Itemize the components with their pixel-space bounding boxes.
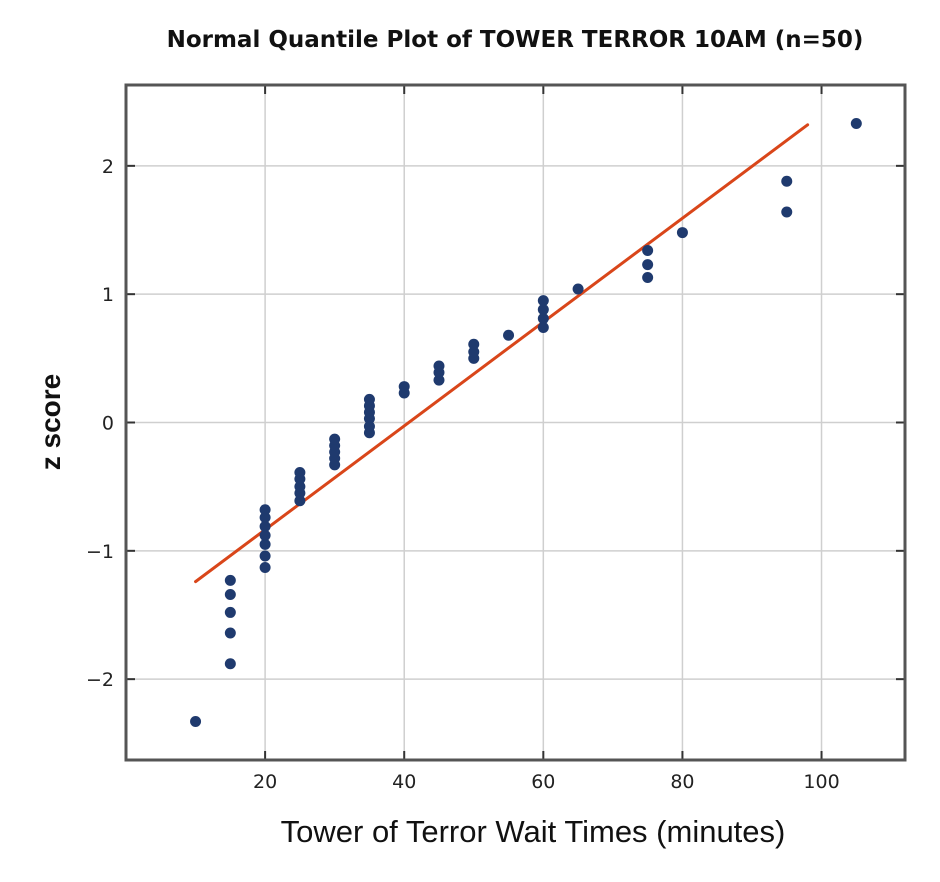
chart-title: Normal Quantile Plot of TOWER TERROR 10A… (167, 27, 864, 53)
data-point (503, 329, 515, 341)
x-tick-label: 100 (803, 771, 839, 793)
data-point (259, 529, 271, 541)
data-point (398, 381, 410, 393)
data-point (850, 117, 862, 129)
data-point (676, 227, 688, 239)
data-point (781, 175, 793, 187)
data-point (294, 495, 306, 507)
plot-frame (124, 83, 907, 762)
y-tick-label: −2 (86, 669, 114, 691)
data-point (259, 562, 271, 574)
x-tick-label: 80 (670, 771, 694, 793)
data-point (363, 420, 375, 432)
data-point (468, 338, 480, 350)
data-point (537, 304, 549, 316)
data-point (224, 588, 236, 600)
data-point (642, 259, 654, 271)
data-point (224, 627, 236, 639)
data-point (190, 716, 202, 728)
data-point (433, 374, 445, 386)
data-point (259, 511, 271, 523)
data-point (642, 271, 654, 283)
data-point (259, 550, 271, 562)
fit-line-group (194, 123, 810, 584)
data-point (259, 520, 271, 532)
data-point (468, 346, 480, 358)
data-point (537, 295, 549, 307)
grid (126, 85, 905, 760)
y-axis-label: z score (35, 374, 66, 471)
data-point (537, 322, 549, 334)
data-point (259, 538, 271, 550)
data-point (294, 481, 306, 493)
y-tick-label: 2 (102, 156, 114, 178)
data-point (224, 606, 236, 618)
data-points (190, 117, 862, 728)
data-point (294, 467, 306, 479)
data-point (329, 433, 341, 445)
y-tick-label: 0 (102, 413, 114, 435)
data-point (537, 313, 549, 325)
x-tick-label: 60 (531, 771, 555, 793)
x-tick-label: 20 (253, 771, 277, 793)
y-tick-label: 1 (102, 284, 114, 306)
x-axis-label: Tower of Terror Wait Times (minutes) (281, 814, 786, 849)
x-tick-label: 40 (392, 771, 416, 793)
data-point (224, 574, 236, 586)
data-point (224, 658, 236, 670)
data-point (781, 206, 793, 218)
y-tick-label: −1 (86, 541, 114, 563)
data-point (259, 504, 271, 516)
fit-line (194, 123, 810, 584)
data-point (642, 245, 654, 257)
data-point (363, 393, 375, 405)
tick-labels: 20 40 60 80 100 −2 −1 0 1 2 (86, 156, 840, 793)
data-point (572, 283, 584, 295)
data-point (433, 360, 445, 372)
